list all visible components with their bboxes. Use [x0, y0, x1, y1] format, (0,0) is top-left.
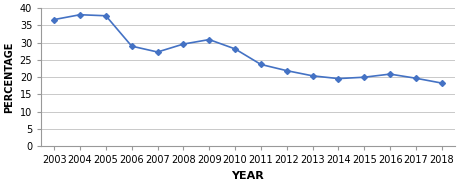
X-axis label: YEAR: YEAR [231, 171, 264, 181]
Y-axis label: PERCENTAGE: PERCENTAGE [4, 41, 14, 113]
